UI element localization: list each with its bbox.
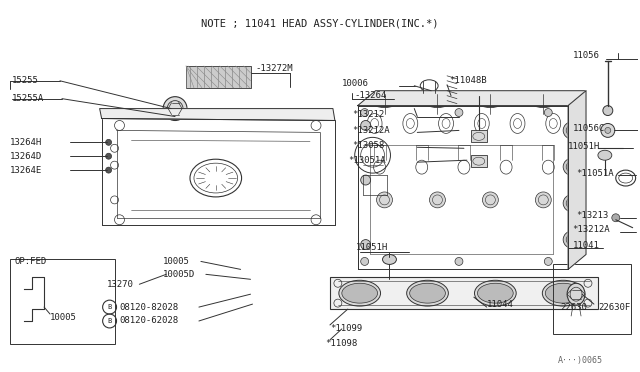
Bar xyxy=(186,66,250,88)
Circle shape xyxy=(605,128,611,134)
Ellipse shape xyxy=(563,231,583,248)
Circle shape xyxy=(361,240,371,250)
Ellipse shape xyxy=(410,283,445,303)
Text: *11048B: *11048B xyxy=(449,76,486,85)
Text: 13270: 13270 xyxy=(107,280,134,289)
Circle shape xyxy=(601,124,615,137)
Ellipse shape xyxy=(566,161,580,173)
Ellipse shape xyxy=(424,94,451,108)
Text: 11044: 11044 xyxy=(487,299,514,309)
Ellipse shape xyxy=(567,283,585,305)
Circle shape xyxy=(603,106,612,116)
Bar xyxy=(471,155,487,167)
Text: *13051A: *13051A xyxy=(348,156,385,165)
Text: 08120-62028: 08120-62028 xyxy=(120,317,179,326)
Text: A···)0065: A···)0065 xyxy=(558,356,604,365)
Ellipse shape xyxy=(371,94,399,108)
Circle shape xyxy=(376,192,392,208)
Circle shape xyxy=(163,97,187,121)
Text: -13272M: -13272M xyxy=(255,64,293,73)
Bar xyxy=(553,264,630,334)
Text: 10005: 10005 xyxy=(50,312,77,321)
Text: *13058: *13058 xyxy=(352,141,384,150)
Text: *11051A: *11051A xyxy=(576,169,614,177)
Text: OP:FED: OP:FED xyxy=(14,257,47,266)
Circle shape xyxy=(106,153,111,159)
Ellipse shape xyxy=(342,283,378,303)
Text: B: B xyxy=(108,318,112,324)
Circle shape xyxy=(544,109,552,116)
Polygon shape xyxy=(100,109,335,121)
Text: 15255A: 15255A xyxy=(12,94,45,103)
Text: 10006: 10006 xyxy=(342,79,369,88)
Ellipse shape xyxy=(563,194,583,212)
Circle shape xyxy=(361,175,371,185)
Text: 13264E: 13264E xyxy=(10,166,43,174)
Ellipse shape xyxy=(545,283,581,303)
Ellipse shape xyxy=(566,197,580,209)
Ellipse shape xyxy=(529,94,557,108)
Text: 11056: 11056 xyxy=(573,51,600,61)
Ellipse shape xyxy=(566,125,580,137)
Text: 22630F: 22630F xyxy=(598,302,630,312)
Text: 13264H: 13264H xyxy=(10,138,43,147)
Bar xyxy=(10,259,115,344)
Ellipse shape xyxy=(566,234,580,246)
Text: *13212: *13212 xyxy=(352,110,384,119)
Text: 10005D: 10005D xyxy=(163,270,195,279)
Circle shape xyxy=(483,192,499,208)
Circle shape xyxy=(106,140,111,145)
Ellipse shape xyxy=(474,280,516,306)
Circle shape xyxy=(361,121,371,131)
Ellipse shape xyxy=(542,280,584,306)
Text: B: B xyxy=(108,304,112,310)
Ellipse shape xyxy=(598,150,612,160)
Text: 13264D: 13264D xyxy=(10,152,43,161)
Text: 08120-82028: 08120-82028 xyxy=(120,302,179,312)
Text: *11099: *11099 xyxy=(330,324,362,333)
Ellipse shape xyxy=(563,158,583,176)
Circle shape xyxy=(361,257,369,265)
Text: *13213: *13213 xyxy=(576,211,609,220)
Circle shape xyxy=(106,167,111,173)
Text: *11098: *11098 xyxy=(325,339,357,348)
Circle shape xyxy=(544,257,552,265)
Ellipse shape xyxy=(383,254,396,264)
Ellipse shape xyxy=(339,280,381,306)
Circle shape xyxy=(474,96,484,106)
Ellipse shape xyxy=(477,94,504,108)
Circle shape xyxy=(612,214,620,222)
Text: *13212A: *13212A xyxy=(572,225,610,234)
Text: 11041: 11041 xyxy=(573,241,600,250)
Text: 15255: 15255 xyxy=(12,76,39,85)
Circle shape xyxy=(455,257,463,265)
Circle shape xyxy=(361,109,369,116)
Text: NOTE ; 11041 HEAD ASSY-CYLINDER(INC.*): NOTE ; 11041 HEAD ASSY-CYLINDER(INC.*) xyxy=(201,18,439,28)
Ellipse shape xyxy=(406,280,449,306)
Text: *13212A: *13212A xyxy=(352,126,389,135)
Polygon shape xyxy=(358,91,586,106)
Text: 11051H: 11051H xyxy=(356,243,388,252)
Text: 10005: 10005 xyxy=(163,257,190,266)
Text: 11056C: 11056C xyxy=(573,124,605,133)
Bar xyxy=(330,277,598,309)
Ellipse shape xyxy=(477,283,513,303)
Circle shape xyxy=(429,192,445,208)
Ellipse shape xyxy=(563,122,583,140)
Text: -13264: -13264 xyxy=(355,91,387,100)
Circle shape xyxy=(536,192,551,208)
Polygon shape xyxy=(568,91,586,269)
Text: 11051H: 11051H xyxy=(568,142,600,151)
Bar xyxy=(471,131,487,142)
Circle shape xyxy=(455,109,463,116)
Text: 22630: 22630 xyxy=(560,302,587,312)
